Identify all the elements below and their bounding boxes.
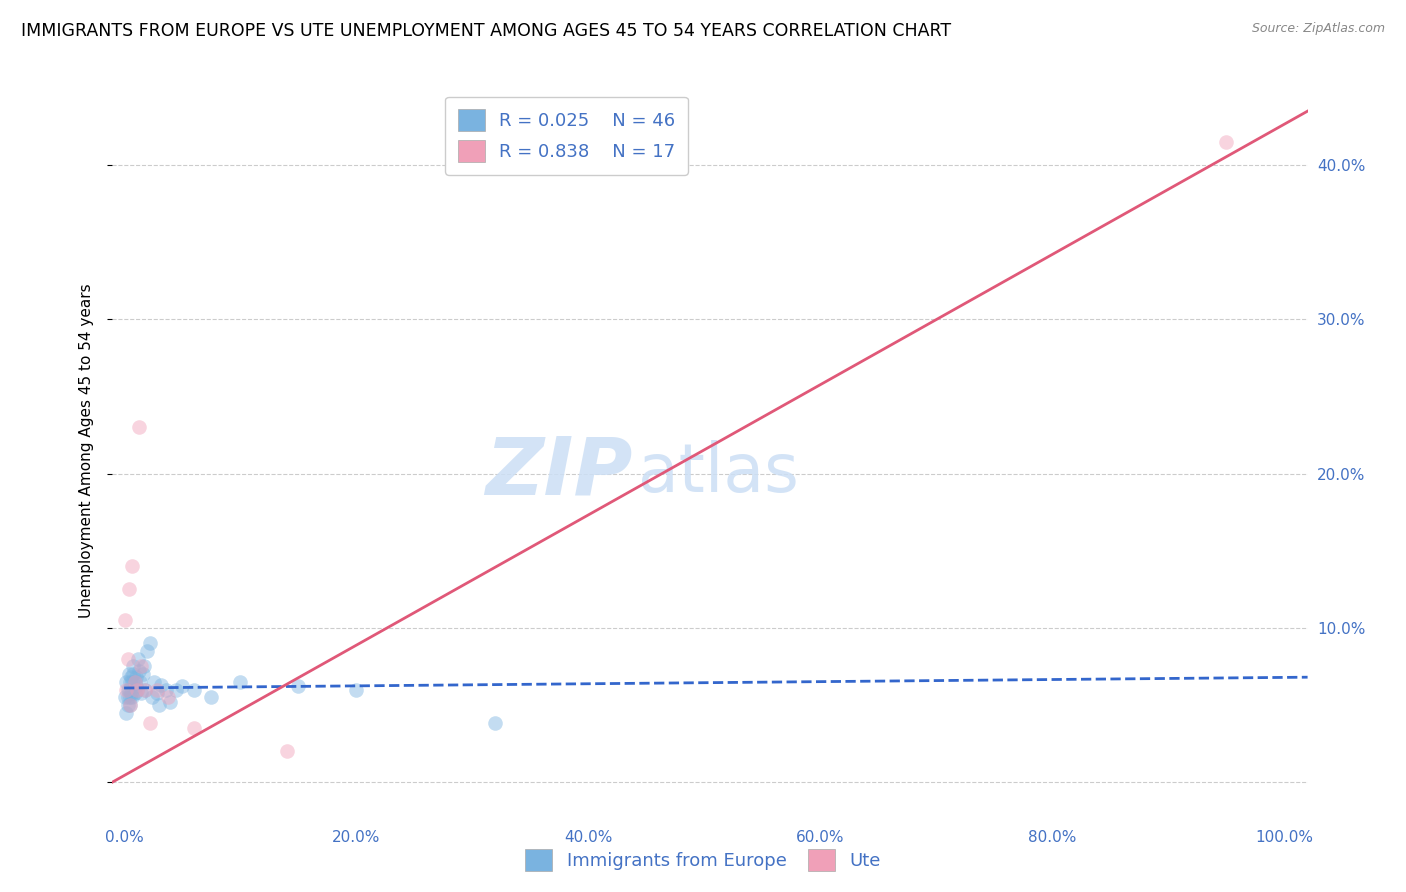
Text: Source: ZipAtlas.com: Source: ZipAtlas.com xyxy=(1251,22,1385,36)
Y-axis label: Unemployment Among Ages 45 to 54 years: Unemployment Among Ages 45 to 54 years xyxy=(79,283,94,618)
Point xyxy=(128,664,150,678)
Legend: R = 0.025    N = 46, R = 0.838    N = 17: R = 0.025 N = 46, R = 0.838 N = 17 xyxy=(446,96,688,175)
Point xyxy=(124,674,146,689)
Point xyxy=(118,698,141,712)
Point xyxy=(172,680,194,694)
Point xyxy=(287,680,309,694)
Point xyxy=(114,690,136,705)
Point xyxy=(344,682,367,697)
Point xyxy=(183,682,205,697)
Point xyxy=(118,674,141,689)
Point xyxy=(128,420,150,434)
Point xyxy=(131,659,153,673)
Point xyxy=(165,682,187,697)
Point xyxy=(114,613,136,627)
Point xyxy=(150,678,173,692)
Point xyxy=(136,644,159,658)
Point xyxy=(120,670,142,684)
Point xyxy=(122,667,145,681)
Point xyxy=(138,636,160,650)
Point xyxy=(125,682,148,697)
Point xyxy=(115,706,138,720)
Point xyxy=(134,682,156,697)
Point xyxy=(145,685,167,699)
Point xyxy=(200,690,222,705)
Point xyxy=(276,744,298,758)
Point xyxy=(122,659,145,673)
Point xyxy=(145,682,167,697)
Point xyxy=(155,682,177,697)
Point xyxy=(118,667,141,681)
Point xyxy=(120,685,142,699)
Point xyxy=(124,685,146,699)
Point xyxy=(132,659,155,673)
Point xyxy=(127,651,149,665)
Point xyxy=(117,682,139,697)
Point xyxy=(1215,135,1237,149)
Point xyxy=(118,698,141,712)
Text: ZIP: ZIP xyxy=(485,434,633,512)
Point xyxy=(115,674,138,689)
Point xyxy=(117,698,139,712)
Text: IMMIGRANTS FROM EUROPE VS UTE UNEMPLOYMENT AMONG AGES 45 TO 54 YEARS CORRELATION: IMMIGRANTS FROM EUROPE VS UTE UNEMPLOYME… xyxy=(21,22,952,40)
Point xyxy=(138,716,160,731)
Point xyxy=(157,690,180,705)
Point xyxy=(115,682,138,697)
Point xyxy=(484,716,506,731)
Point xyxy=(131,667,153,681)
Point xyxy=(229,674,252,689)
Point xyxy=(121,690,143,705)
Point xyxy=(125,680,148,694)
Point xyxy=(125,670,148,684)
Point xyxy=(117,651,139,665)
Point xyxy=(121,559,143,574)
Point xyxy=(129,674,152,689)
Point xyxy=(148,698,170,712)
Point xyxy=(118,682,141,697)
Point xyxy=(131,685,153,699)
Point xyxy=(183,721,205,735)
Point xyxy=(125,682,148,697)
Point xyxy=(124,674,146,689)
Point xyxy=(159,695,181,709)
Point xyxy=(143,674,166,689)
Point xyxy=(118,690,141,705)
Point xyxy=(117,690,139,705)
Point xyxy=(141,690,163,705)
Text: atlas: atlas xyxy=(638,440,799,506)
Point xyxy=(134,682,156,697)
Point xyxy=(121,674,143,689)
Point xyxy=(118,582,141,597)
Legend: Immigrants from Europe, Ute: Immigrants from Europe, Ute xyxy=(517,842,889,879)
